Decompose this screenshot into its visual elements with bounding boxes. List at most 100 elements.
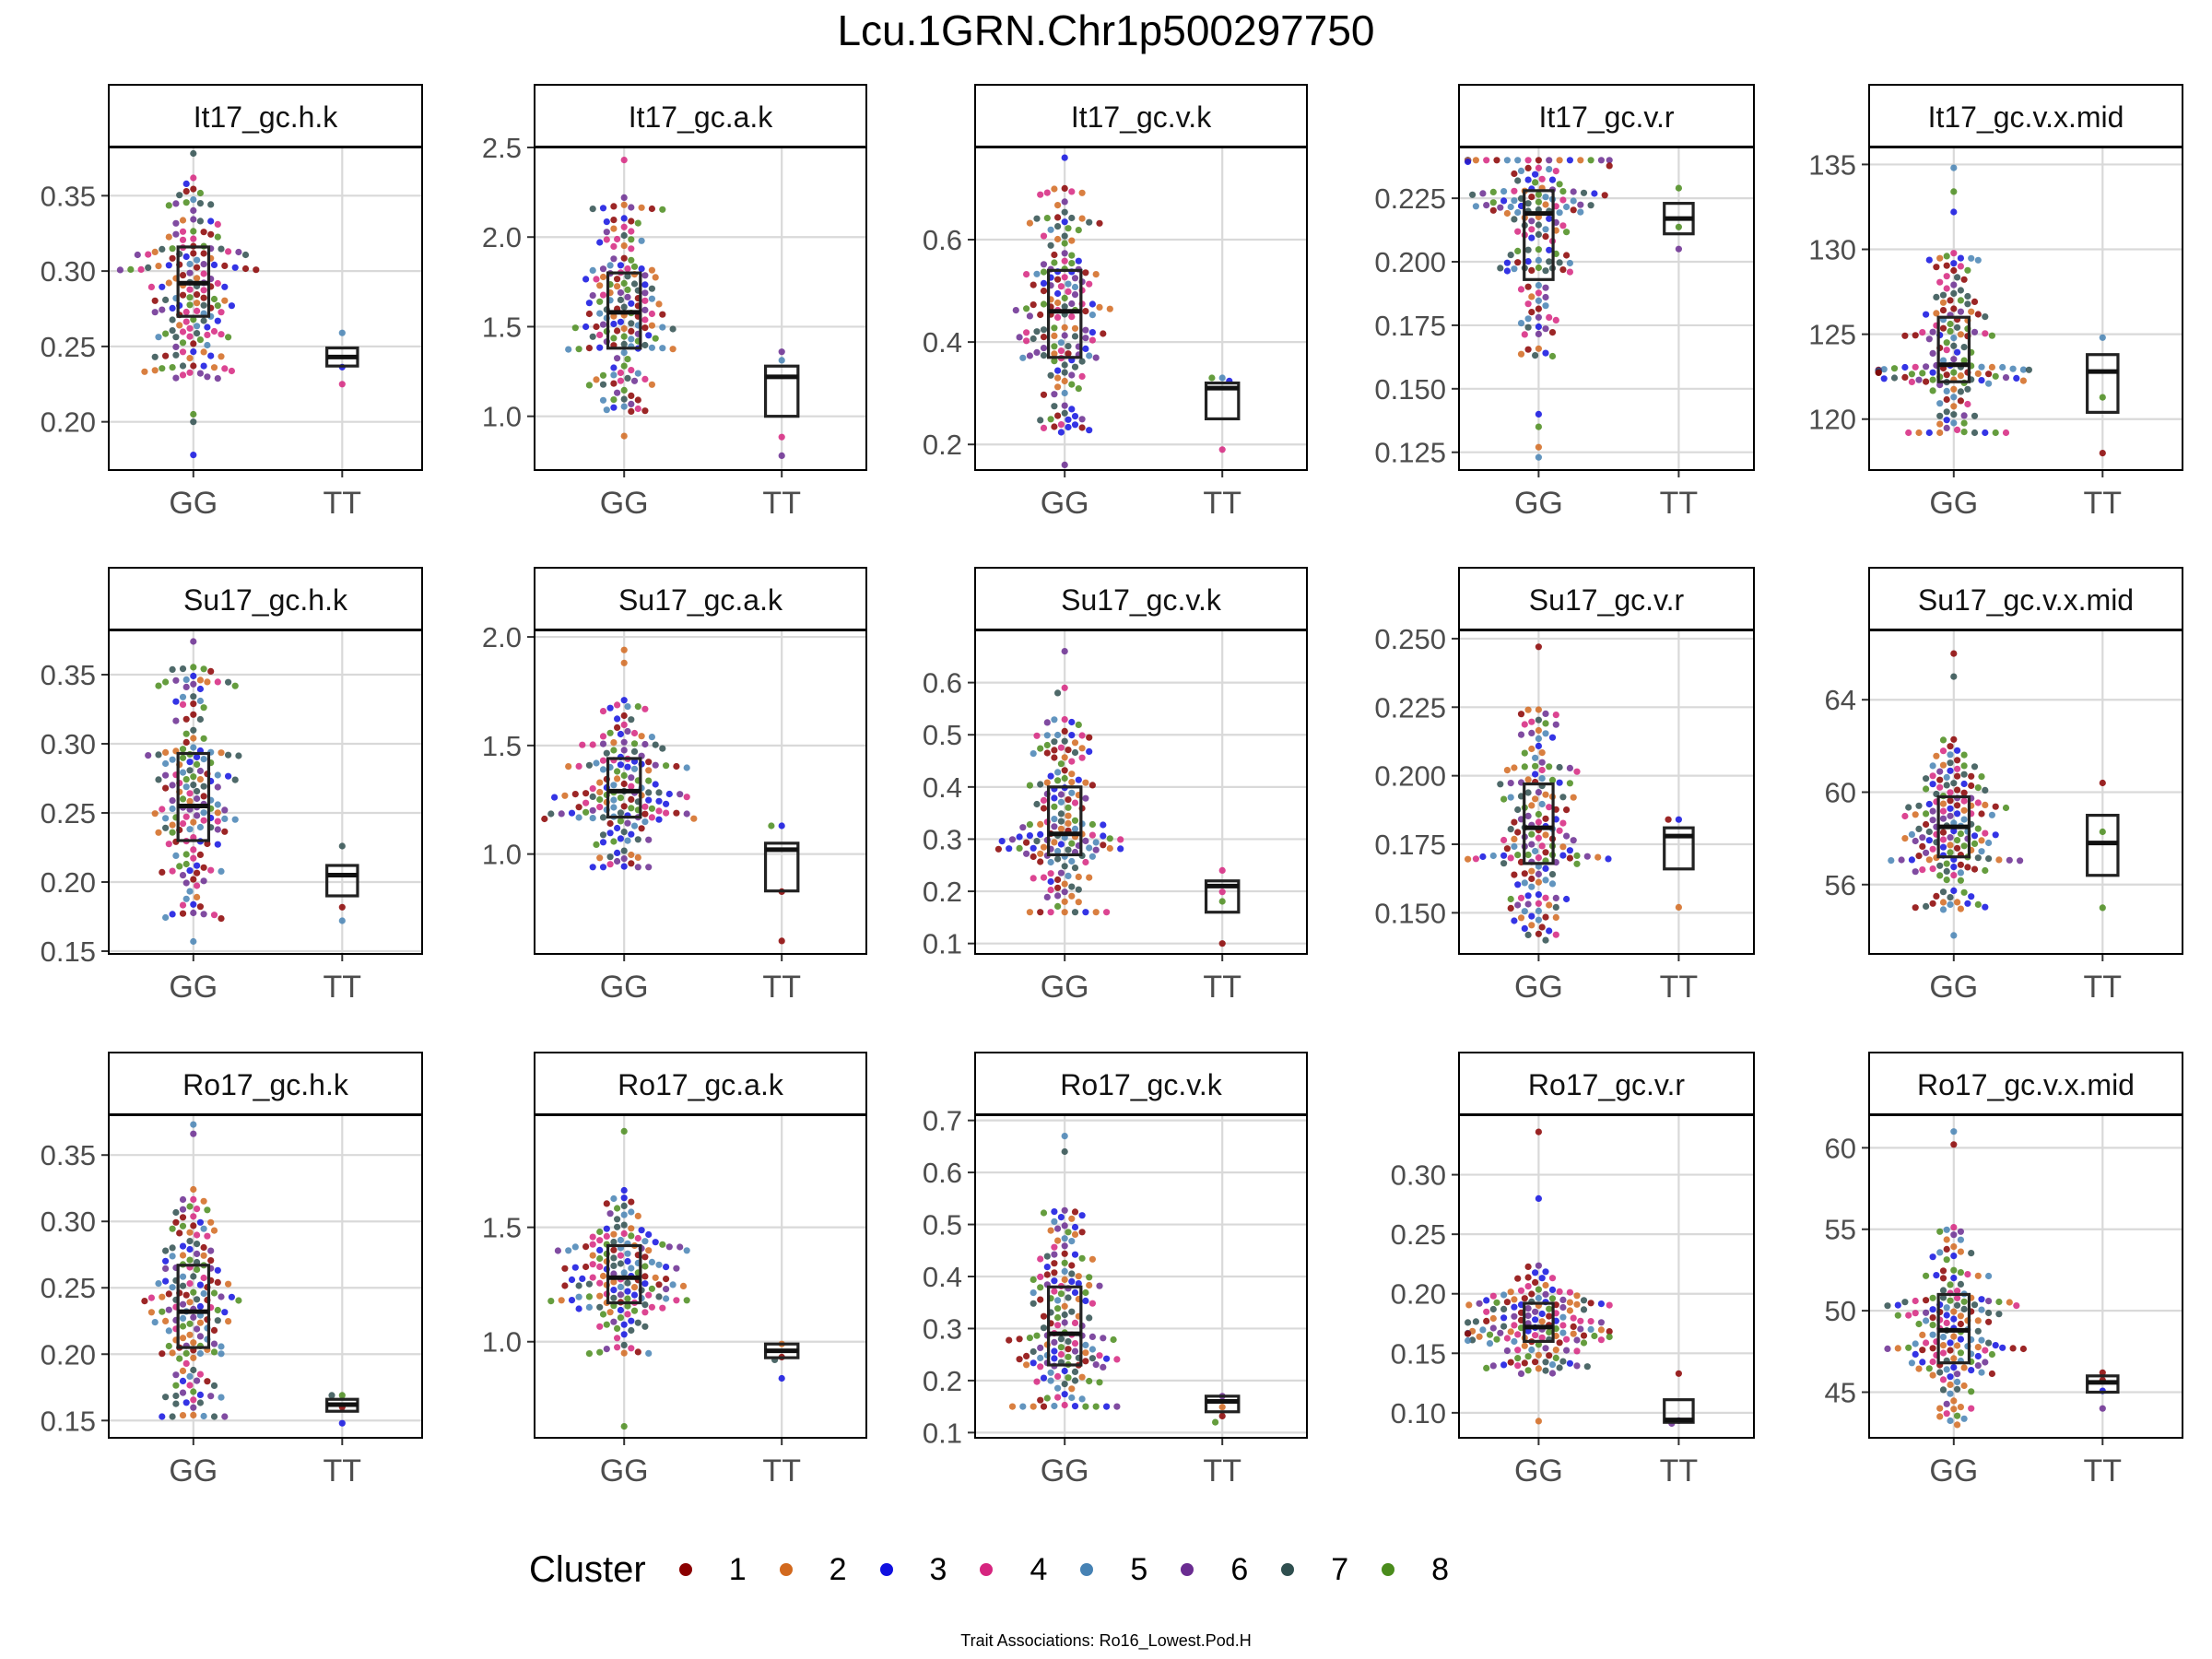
data-point — [1542, 194, 1549, 201]
data-point — [1514, 829, 1522, 836]
data-point — [214, 233, 221, 241]
data-point — [1960, 419, 1968, 427]
data-point — [1577, 157, 1584, 164]
data-point — [1071, 1347, 1079, 1355]
data-point — [1061, 409, 1068, 417]
data-point — [1957, 1248, 1964, 1255]
data-point — [186, 790, 194, 797]
data-point — [1043, 1394, 1051, 1402]
data-point — [1556, 779, 1563, 786]
data-point — [683, 764, 690, 771]
data-point — [599, 265, 607, 273]
data-point — [1535, 878, 1542, 886]
data-point — [218, 353, 225, 360]
data-point — [1493, 1335, 1500, 1343]
data-point — [645, 1247, 653, 1254]
data-point — [1065, 225, 1072, 232]
data-point — [1535, 345, 1542, 352]
data-point — [1957, 287, 1964, 294]
data-point — [2099, 1405, 2106, 1412]
data-point — [1535, 870, 1542, 878]
data-point — [1524, 283, 1532, 290]
data-point — [1065, 350, 1072, 358]
data-point — [1082, 1358, 1089, 1365]
data-point — [169, 821, 176, 829]
y-tick-label: 0.20 — [1391, 1278, 1446, 1311]
data-point — [194, 323, 201, 330]
data-point — [194, 264, 201, 271]
data-point — [1068, 1385, 1076, 1393]
data-point — [1535, 891, 1542, 899]
data-point — [1071, 865, 1079, 872]
data-point — [2099, 779, 2106, 787]
data-point — [589, 1241, 596, 1248]
data-point — [1524, 1263, 1532, 1270]
data-point — [1532, 847, 1539, 855]
data-point — [1096, 219, 1103, 227]
strip-background — [108, 1052, 423, 1116]
data-point — [1037, 1296, 1044, 1303]
data-point — [1218, 888, 1226, 896]
data-point — [1043, 1271, 1051, 1278]
data-point — [1057, 1214, 1065, 1221]
data-point — [1971, 429, 1979, 437]
data-point — [141, 368, 148, 375]
data-point — [620, 646, 628, 653]
data-point — [186, 355, 194, 362]
data-point — [214, 783, 221, 791]
data-point — [645, 777, 653, 784]
data-point — [610, 371, 618, 379]
data-point — [614, 355, 621, 362]
data-point — [606, 704, 614, 712]
data-point — [582, 808, 590, 816]
data-point — [162, 296, 170, 303]
data-point — [1054, 1384, 1062, 1392]
data-point — [628, 327, 635, 335]
data-point — [1486, 1340, 1494, 1347]
data-point — [172, 374, 180, 382]
data-point — [561, 1265, 569, 1272]
data-point — [1517, 711, 1525, 718]
data-point — [1061, 250, 1068, 257]
panel-background — [1459, 630, 1754, 954]
data-point — [1078, 732, 1086, 739]
data-point — [1061, 863, 1068, 870]
caption: Trait Associations: Ro16_Lowest.Pod.H — [960, 1631, 1252, 1650]
data-point — [1936, 862, 1944, 869]
panel-border — [1868, 147, 2183, 471]
y-tick-label: 120 — [1808, 404, 1856, 436]
data-point — [561, 792, 569, 799]
data-point — [231, 682, 239, 689]
data-point — [641, 289, 649, 297]
data-point — [599, 205, 607, 212]
data-point — [1566, 157, 1573, 164]
data-point — [663, 1295, 670, 1302]
data-point — [169, 797, 176, 805]
data-point — [1573, 768, 1581, 775]
data-point — [218, 749, 225, 757]
data-point — [1511, 871, 1518, 878]
data-point — [1497, 1329, 1504, 1336]
data-point — [1538, 175, 1546, 182]
x-tick-label: GG — [1514, 970, 1563, 1005]
box — [176, 1264, 211, 1349]
data-point — [1957, 388, 1964, 395]
data-point — [617, 1283, 625, 1290]
data-point — [1947, 1347, 1954, 1354]
x-tick-label: TT — [1203, 970, 1241, 1005]
data-point — [1606, 1328, 1613, 1335]
data-point — [628, 860, 635, 867]
data-point — [652, 1239, 659, 1246]
data-point — [1939, 1267, 1947, 1275]
data-point — [630, 729, 639, 737]
data-point — [1054, 223, 1062, 230]
data-point — [1535, 716, 1542, 724]
data-point — [179, 1222, 187, 1230]
x-tick-label: TT — [324, 970, 362, 1005]
data-point — [1988, 811, 1995, 818]
data-point — [617, 288, 625, 297]
data-point — [641, 375, 649, 382]
data-point — [641, 407, 649, 415]
data-point — [1054, 1225, 1062, 1232]
data-point — [1521, 721, 1528, 728]
